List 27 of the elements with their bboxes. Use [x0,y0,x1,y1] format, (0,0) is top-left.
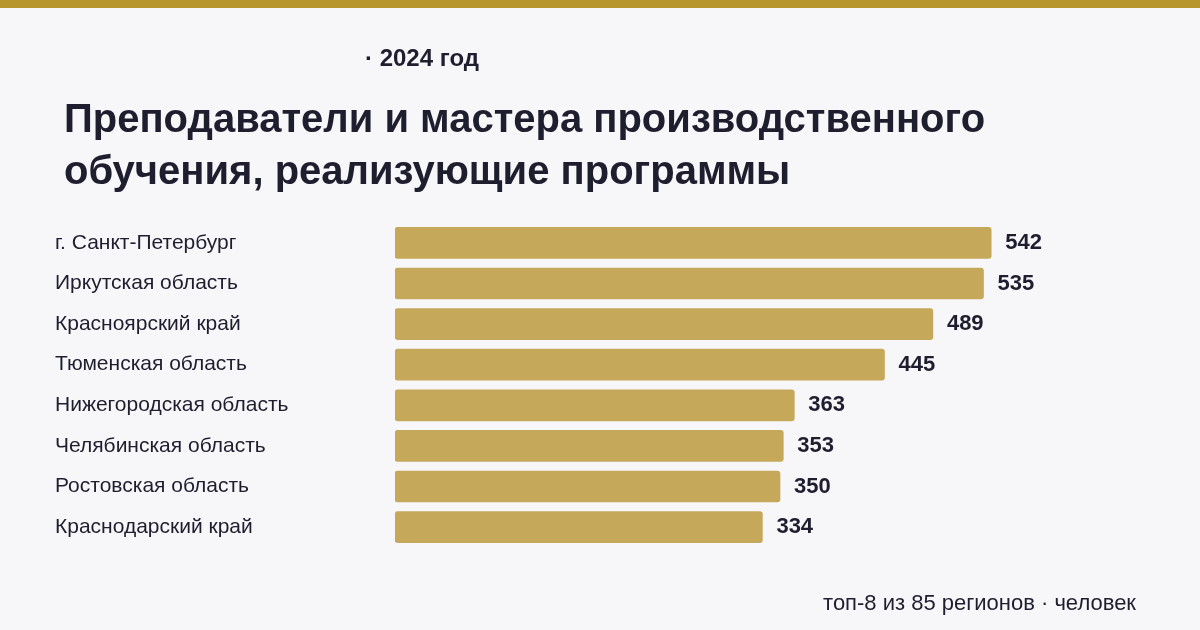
y-tick-label: Краснодарский край [55,513,253,537]
bar [395,267,984,300]
y-tick-label: Красноярский край [55,310,241,334]
data-label: 542 [1005,228,1042,254]
y-tick-label: Тюменская область [55,351,247,375]
bar [395,470,781,503]
data-label: 353 [797,431,835,457]
y-tick-label: Нижегородская область [55,392,289,416]
bar [395,511,763,543]
bar [395,227,992,259]
y-tick-label: Челябинская область [55,432,266,456]
data-label: 535 [997,269,1035,295]
data-label: 445 [898,350,936,376]
chart-subtitle: · 2024 год [365,44,479,72]
bar [395,430,784,462]
data-label: 334 [776,513,814,539]
bar [395,308,934,340]
y-tick-label: Иркутская область [55,270,238,294]
y-tick-label: г. Санкт-Петербург [55,229,237,253]
chart-title: Преподаватели и мастера производственного обучения, реализующие программы [64,95,987,194]
bar [395,389,795,422]
bar [395,348,885,381]
data-label: 489 [946,310,984,336]
text: топ-8 из 85 регионов · человек [823,590,1136,616]
y-tick-label: Ростовская область [55,473,250,497]
data-label: 363 [808,391,846,417]
data-label: 350 [794,472,831,498]
